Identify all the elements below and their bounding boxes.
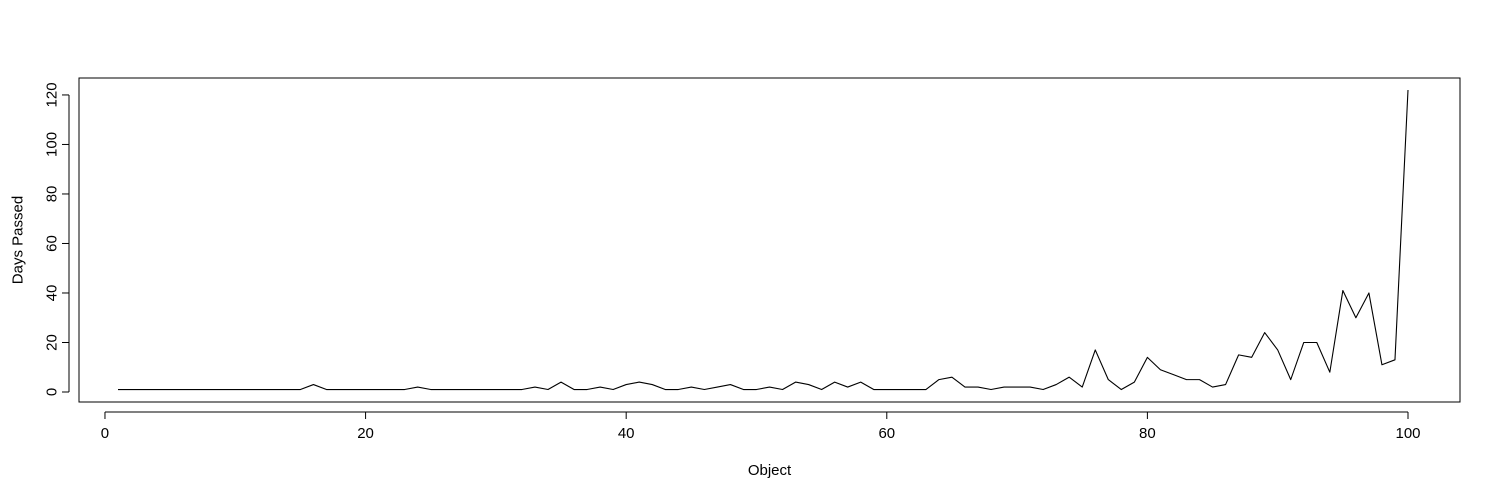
x-tick-label-2: 40 [618,425,635,442]
x-tick-label-5: 100 [1395,425,1420,442]
y-tick-label-2: 40 [44,285,61,302]
series-line-0 [118,89,1409,391]
plot-frame [78,77,1461,403]
x-tick-label-1: 20 [357,425,374,442]
y-axis-label: Days Passed [10,196,27,284]
y-tick-label-6: 120 [44,82,61,107]
x-axis-label: Object [748,462,792,479]
x-tick-label-0: 0 [101,425,109,442]
y-tick-label-4: 80 [44,186,61,203]
x-tick-label-4: 80 [1139,425,1156,442]
x-axis: 0 20 40 60 80 100 [101,411,1421,442]
y-tick-label-5: 100 [44,132,61,157]
x-tick-label-3: 60 [878,425,895,442]
series-layer [118,89,1409,391]
y-tick-label-3: 60 [44,235,61,252]
y-tick-label-1: 20 [44,334,61,351]
y-tick-label-0: 0 [44,388,61,396]
y-axis: 0 20 40 60 80 100 120 [44,82,70,396]
